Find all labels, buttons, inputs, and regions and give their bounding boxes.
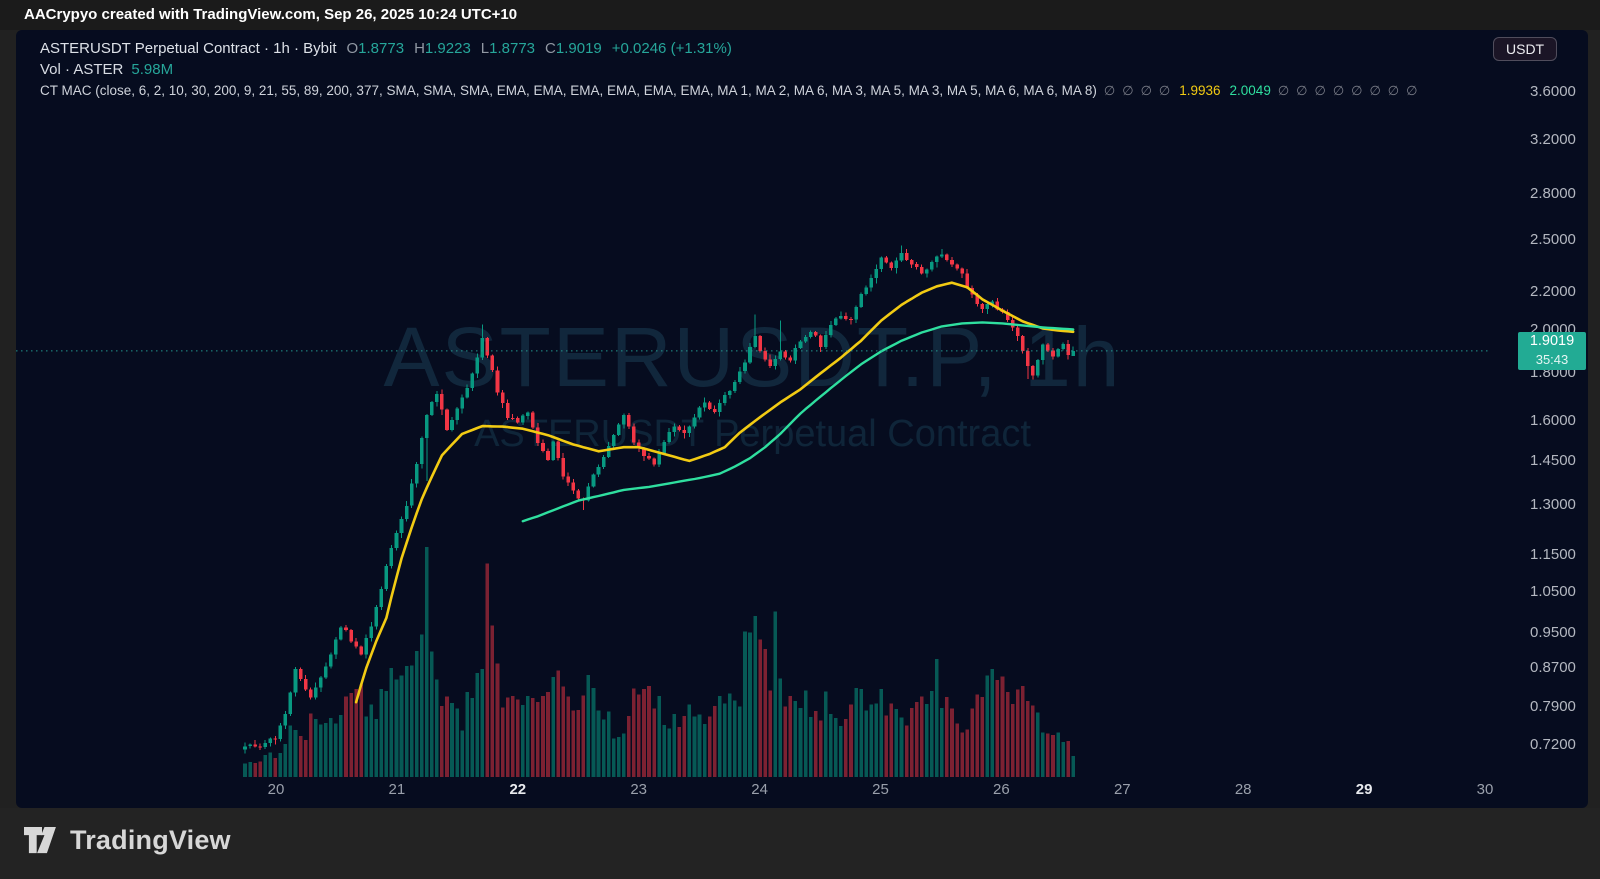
footer-bar: TradingView (0, 808, 1600, 879)
empty-value-icon: ∅ (1387, 83, 1400, 98)
time-tick-label: 28 (1234, 781, 1252, 798)
time-tick-label: 20 (267, 781, 285, 798)
chart-legend: ASTERUSDT Perpetual Contract · 1h · Bybi… (40, 40, 1417, 103)
price-tick-label: 2.8000 (1530, 184, 1576, 202)
ohlc-values: O1.8773 H1.9223 L1.8773 C1.9019 (337, 40, 602, 57)
ohlc-letter: H (414, 40, 425, 57)
empty-value-icon: ∅ (1158, 83, 1171, 98)
currency-usdt-button[interactable]: USDT (1493, 37, 1558, 61)
time-tick-label: 25 (872, 781, 889, 798)
empty-value-icon: ∅ (1351, 83, 1363, 98)
time-tick-label: 29 (1355, 781, 1373, 798)
empty-value-icon: ∅ (1140, 83, 1152, 98)
ohlc-letter: O (346, 40, 359, 57)
ohlc-number: 1.9019 (555, 40, 602, 57)
attribution-bar: AACrypyo created with TradingView.com, S… (0, 0, 1600, 30)
price-tick-label: 1.1500 (1530, 545, 1576, 563)
price-tick-label: 0.7900 (1530, 698, 1576, 716)
price-tick-label: 0.7200 (1530, 735, 1576, 753)
empty-value-icon: ∅ (1103, 83, 1116, 98)
ohlc-number: 1.8773 (358, 40, 405, 57)
change-value: +0.0246 (+1.31%) (611, 40, 732, 57)
time-tick-label: 27 (1113, 781, 1131, 798)
price-tick-label: 1.0500 (1530, 582, 1576, 600)
price-tick-label: 3.6000 (1530, 83, 1576, 100)
volume-label[interactable]: Vol · ASTER (40, 61, 124, 78)
current-price-badge: 1.9019 35:43 (1518, 331, 1586, 370)
price-tick-label: 1.3000 (1530, 496, 1576, 514)
time-tick-label: 23 (630, 781, 648, 798)
indicator-title[interactable]: CT MAC (close, 6, 2, 10, 30, 200, 9, 21,… (40, 83, 1097, 98)
empty-value-icon: ∅ (1277, 83, 1290, 98)
ohlc-letter: L (480, 40, 490, 57)
indicator-ma-value: 1.9936 (1179, 83, 1221, 98)
indicator-row: CT MAC (close, 6, 2, 10, 30, 200, 9, 21,… (40, 83, 1417, 103)
indicator-ma-value: 2.0049 (1229, 83, 1271, 98)
volume-value: 5.98M (131, 61, 174, 78)
time-tick-label: 26 (993, 781, 1010, 798)
chart-canvas[interactable] (16, 30, 1588, 808)
empty-value-icon: ∅ (1406, 83, 1418, 98)
symbol-ohlc-row: ASTERUSDT Perpetual Contract · 1h · Bybi… (40, 40, 1417, 60)
ohlc-number: 1.9223 (424, 40, 471, 57)
current-price-value: 1.9019 (1529, 332, 1575, 349)
price-tick-label: 0.9500 (1530, 623, 1576, 641)
attribution-text: AACrypyo created with TradingView.com, S… (24, 6, 518, 23)
empty-value-icon: ∅ (1296, 83, 1308, 98)
ohlc-number: 1.8773 (489, 40, 536, 57)
empty-value-icon: ∅ (1314, 83, 1326, 98)
price-tick-label: 2.2000 (1530, 282, 1576, 300)
time-tick-label: 21 (388, 781, 406, 798)
time-tick-label: 24 (751, 781, 768, 798)
time-tick-label: 30 (1476, 781, 1494, 798)
empty-value-icon: ∅ (1369, 83, 1381, 98)
empty-value-icon: ∅ (1122, 83, 1134, 98)
symbol-title[interactable]: ASTERUSDT Perpetual Contract · 1h · Bybi… (40, 40, 337, 57)
price-tick-label: 0.8700 (1530, 659, 1576, 677)
price-tick-label: 3.2000 (1530, 130, 1576, 148)
chart-panel[interactable]: ASTERUSDT.P, 1h ASTERUSDT Perpetual Cont… (16, 30, 1588, 808)
indicator-values: ∅ ∅ ∅ ∅ 1.9936 2.0049 ∅ ∅ ∅ ∅ ∅ ∅ ∅ ∅ (1097, 83, 1418, 99)
bar-countdown: 35:43 (1535, 351, 1569, 367)
time-tick-label: 22 (509, 781, 527, 798)
tradingview-logo-icon (24, 827, 56, 854)
tradingview-logo[interactable]: TradingView (24, 825, 231, 856)
price-tick-label: 1.4500 (1530, 451, 1576, 469)
ohlc-letter: C (545, 40, 556, 57)
price-tick-label: 1.6000 (1530, 412, 1576, 429)
price-tick-label: 2.5000 (1530, 230, 1576, 248)
volume-row: Vol · ASTER 5.98M (40, 61, 1417, 81)
tradingview-logo-text: TradingView (70, 825, 231, 855)
empty-value-icon: ∅ (1332, 83, 1345, 98)
